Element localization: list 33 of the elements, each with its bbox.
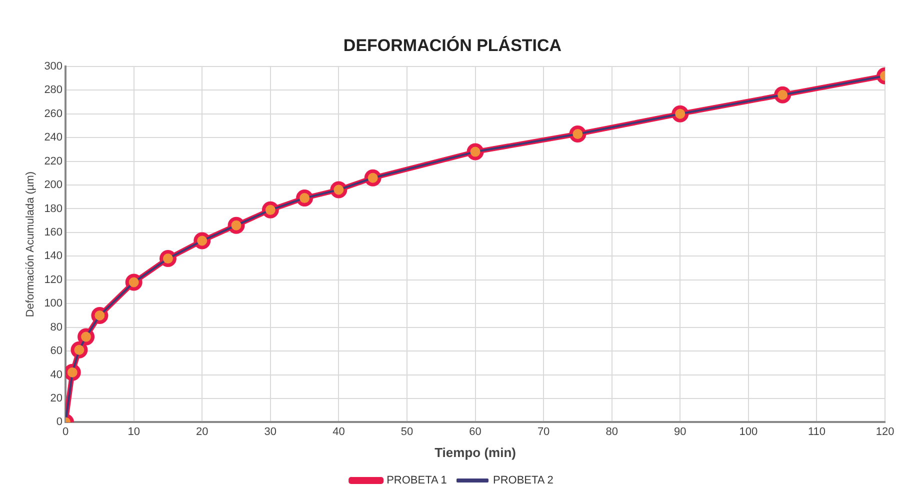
x-tick-label: 50 — [400, 426, 414, 438]
legend-label: PROBETA 2 — [493, 474, 554, 487]
x-tick-label: 90 — [674, 426, 686, 438]
legend-label: PROBETA 1 — [386, 474, 447, 487]
y-tick-label: 260 — [44, 108, 63, 120]
x-tick-label: 80 — [606, 426, 618, 438]
y-tick-label: 240 — [44, 132, 63, 144]
y-tick-label: 40 — [50, 368, 63, 381]
y-tick-label: 60 — [50, 345, 63, 358]
y-tick-label: 180 — [44, 202, 63, 215]
y-tick-label: 140 — [44, 250, 63, 262]
x-tick-label: 20 — [196, 426, 208, 438]
y-tick-label: 120 — [44, 274, 63, 286]
x-tick-label: 30 — [264, 426, 277, 438]
y-tick-label: 300 — [44, 60, 63, 72]
x-axis-title: Tiempo (min) — [434, 444, 516, 460]
y-tick-label: 20 — [50, 392, 63, 405]
x-tick-label: 10 — [128, 426, 140, 438]
y-tick-label: 160 — [44, 226, 63, 238]
x-tick-label: 100 — [739, 426, 758, 438]
x-tick-label: 110 — [808, 426, 826, 438]
x-tick-label: 120 — [876, 426, 894, 438]
y-axis-title: Deformación Acumulada (µm) — [24, 171, 37, 318]
y-tick-label: 100 — [44, 298, 63, 310]
y-tick-label: 80 — [50, 321, 63, 334]
y-tick-label: 220 — [44, 155, 63, 168]
x-tick-label: 40 — [332, 426, 345, 438]
x-tick-label: 70 — [537, 426, 550, 438]
y-tick-label: 200 — [44, 179, 63, 192]
y-tick-label: 0 — [56, 416, 63, 428]
y-tick-label: 280 — [44, 84, 63, 96]
x-tick-label: 60 — [469, 426, 482, 438]
chart-title: DEFORMACIÓN PLÁSTICA — [343, 34, 562, 55]
